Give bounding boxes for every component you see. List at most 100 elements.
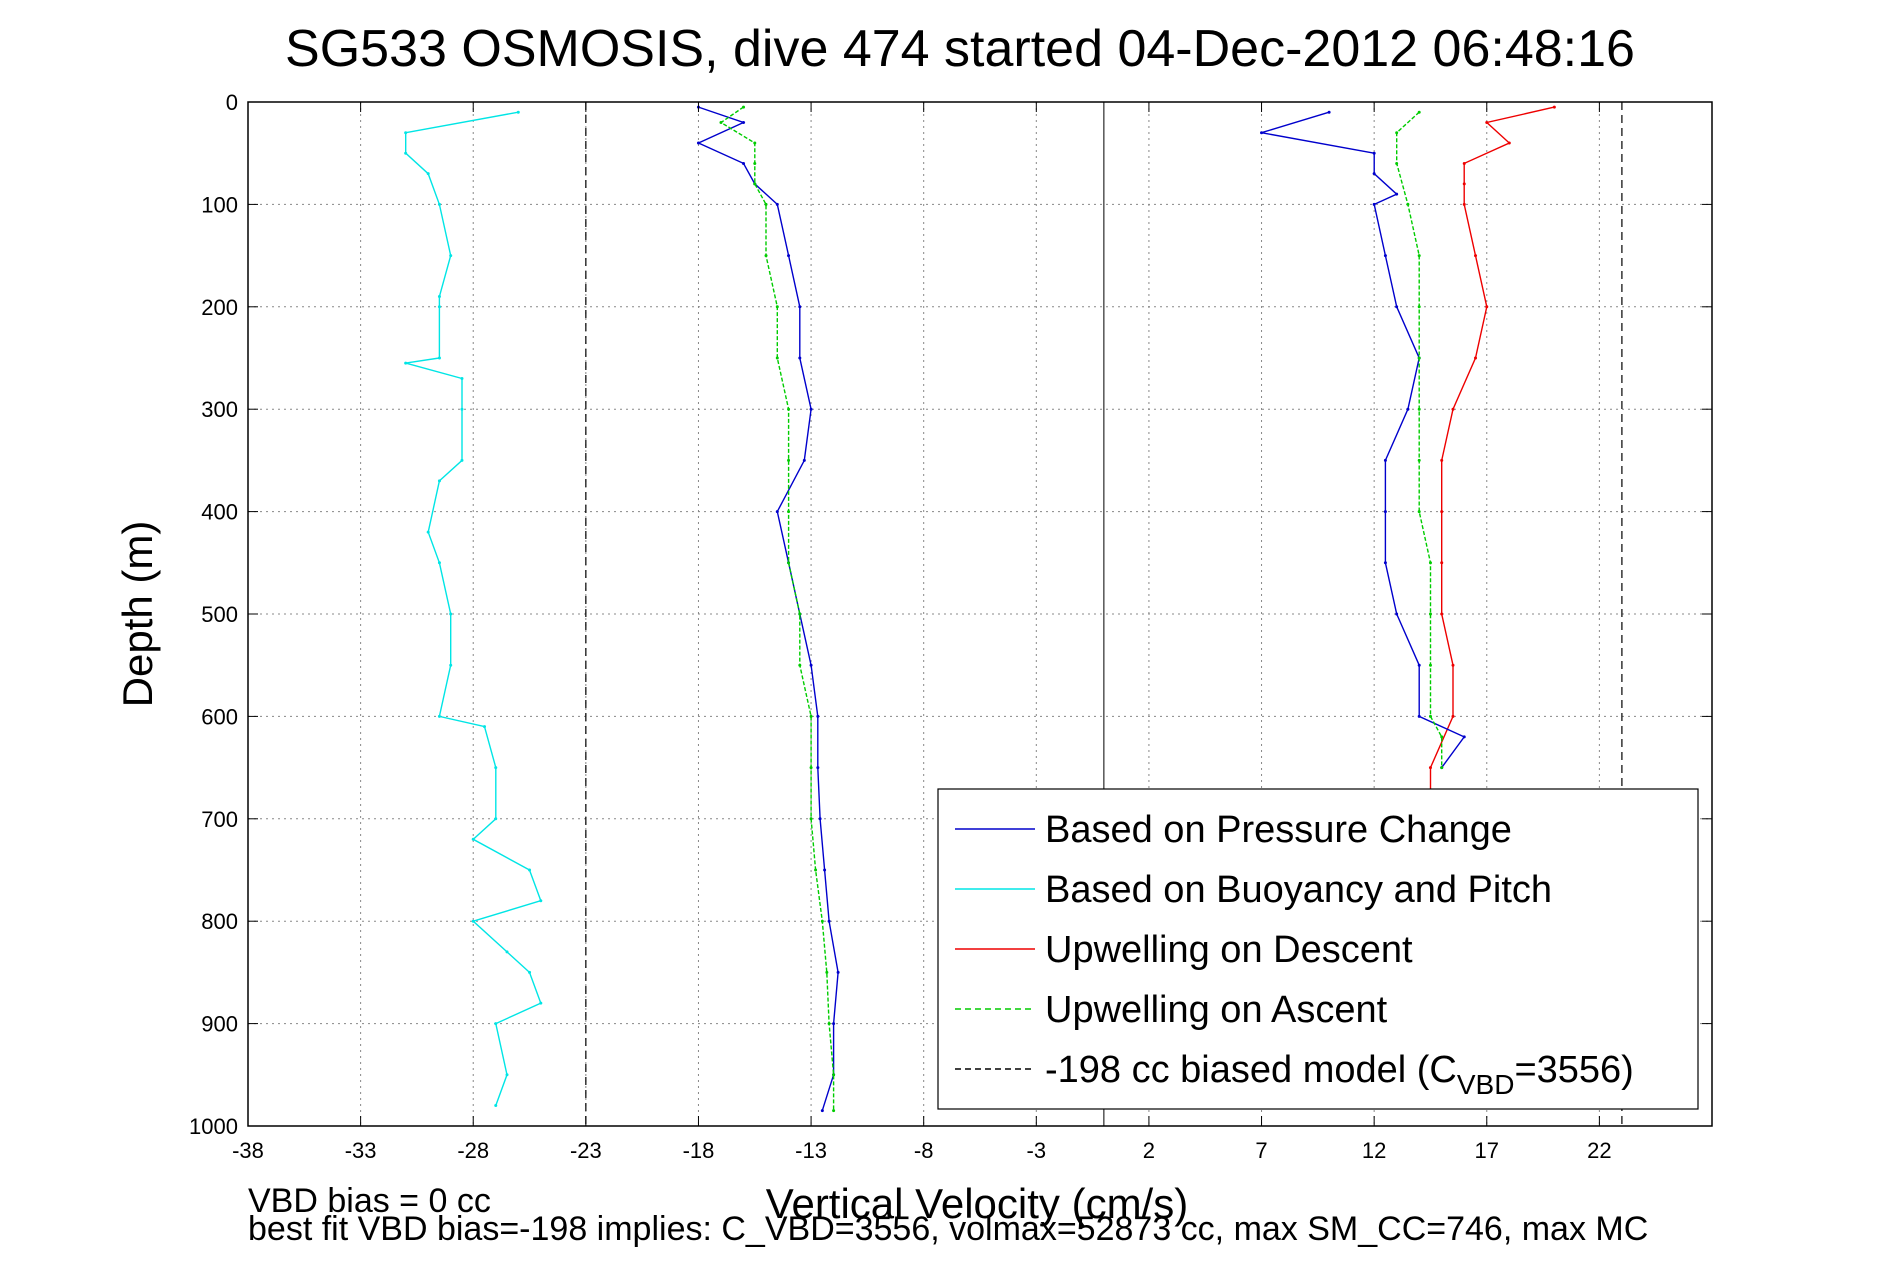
series-point bbox=[1485, 305, 1489, 309]
series-point bbox=[471, 837, 475, 841]
series-point bbox=[1440, 766, 1444, 770]
series-point bbox=[825, 970, 829, 974]
series-point bbox=[426, 172, 430, 176]
series-point bbox=[1462, 161, 1466, 165]
series-point bbox=[798, 663, 802, 667]
series-point bbox=[809, 817, 813, 821]
legend-box bbox=[937, 788, 1699, 1110]
series-point bbox=[802, 458, 806, 462]
series-point bbox=[1428, 612, 1432, 616]
series-point bbox=[1428, 663, 1432, 667]
series-point bbox=[460, 407, 464, 411]
series-point bbox=[1440, 510, 1444, 514]
series-point bbox=[1462, 202, 1466, 206]
series-point bbox=[832, 1022, 836, 1026]
series-point bbox=[1417, 110, 1421, 114]
series-point bbox=[1474, 356, 1478, 360]
legend-label: Upwelling on Descent bbox=[1045, 929, 1413, 971]
footer-line-1: VBD bias = 0 cc bbox=[248, 1182, 491, 1220]
x-tick-label: -18 bbox=[683, 1138, 715, 1163]
series-point bbox=[696, 141, 700, 145]
series-point bbox=[1372, 202, 1376, 206]
series-point bbox=[827, 919, 831, 923]
series-point bbox=[753, 141, 757, 145]
series-point bbox=[1485, 120, 1489, 124]
series-point bbox=[1383, 510, 1387, 514]
series-point bbox=[426, 530, 430, 534]
series-point bbox=[787, 458, 791, 462]
series-point bbox=[1327, 110, 1331, 114]
series-point bbox=[1462, 182, 1466, 186]
y-axis-label: Depth (m) bbox=[114, 521, 161, 708]
series-point bbox=[1451, 407, 1455, 411]
series-point bbox=[1372, 151, 1376, 155]
series-point bbox=[787, 254, 791, 258]
series-point bbox=[1440, 735, 1444, 739]
series-point bbox=[818, 817, 822, 821]
x-tick-label: 17 bbox=[1475, 1138, 1499, 1163]
legend-label: Based on Buoyancy and Pitch bbox=[1045, 869, 1552, 911]
y-tick-label: 800 bbox=[201, 909, 238, 934]
series-point bbox=[775, 305, 779, 309]
series-point bbox=[1383, 254, 1387, 258]
y-tick-label: 300 bbox=[201, 397, 238, 422]
series-point bbox=[742, 120, 746, 124]
series-point bbox=[1507, 141, 1511, 145]
series-line bbox=[1261, 111, 1466, 769]
series-point bbox=[449, 612, 453, 616]
y-tick-label: 200 bbox=[201, 295, 238, 320]
series-point bbox=[787, 407, 791, 411]
series-point bbox=[1406, 407, 1410, 411]
x-tick-label: -3 bbox=[1027, 1138, 1047, 1163]
y-tick-label: 500 bbox=[201, 602, 238, 627]
series-point bbox=[1417, 254, 1421, 258]
series-point bbox=[809, 766, 813, 770]
series-point bbox=[482, 725, 486, 729]
series-point bbox=[404, 361, 408, 365]
x-tick-label: 7 bbox=[1255, 1138, 1267, 1163]
series-line bbox=[405, 111, 542, 1106]
series-point bbox=[820, 919, 824, 923]
series-point bbox=[816, 714, 820, 718]
series-point bbox=[816, 766, 820, 770]
series-point bbox=[814, 868, 818, 872]
series-point bbox=[437, 561, 441, 565]
y-tick-label: 900 bbox=[201, 1012, 238, 1037]
legend-label: Based on Pressure Change bbox=[1045, 809, 1512, 851]
series-point bbox=[1383, 458, 1387, 462]
series-point bbox=[809, 663, 813, 667]
series-point bbox=[1417, 305, 1421, 309]
series-point bbox=[437, 202, 441, 206]
series-point bbox=[753, 182, 757, 186]
x-tick-label: -23 bbox=[570, 1138, 602, 1163]
series-point bbox=[449, 663, 453, 667]
y-tick-label: 400 bbox=[201, 500, 238, 525]
series-point bbox=[494, 766, 498, 770]
series-point bbox=[1417, 407, 1421, 411]
series-line bbox=[719, 106, 835, 1111]
y-tick-label: 700 bbox=[201, 807, 238, 832]
series-point bbox=[1395, 612, 1399, 616]
legend: Based on Pressure Change Based on Buoyanc… bbox=[937, 788, 1699, 1110]
series-point bbox=[832, 1109, 836, 1113]
series-point bbox=[1395, 131, 1399, 135]
series-point bbox=[1440, 458, 1444, 462]
series-point bbox=[1417, 458, 1421, 462]
series-point bbox=[505, 950, 509, 954]
series-point bbox=[742, 161, 746, 165]
y-tick-label: 600 bbox=[201, 704, 238, 729]
series-point bbox=[437, 305, 441, 309]
x-tick-label: -13 bbox=[795, 1138, 827, 1163]
series-point bbox=[1372, 172, 1376, 176]
axis-ticks: -38 -33 -28 -23 -18 -13 -8 -3 2 7 12 17 22 0 100 200 300… bbox=[189, 90, 1712, 1163]
series-point bbox=[437, 479, 441, 483]
series-point bbox=[1440, 612, 1444, 616]
x-tick-label: 2 bbox=[1143, 1138, 1155, 1163]
y-tick-label: 1000 bbox=[189, 1114, 238, 1139]
series-point bbox=[528, 868, 532, 872]
series-point bbox=[539, 899, 543, 903]
series-point bbox=[1428, 714, 1432, 718]
series-point bbox=[449, 254, 453, 258]
series-point bbox=[719, 120, 723, 124]
